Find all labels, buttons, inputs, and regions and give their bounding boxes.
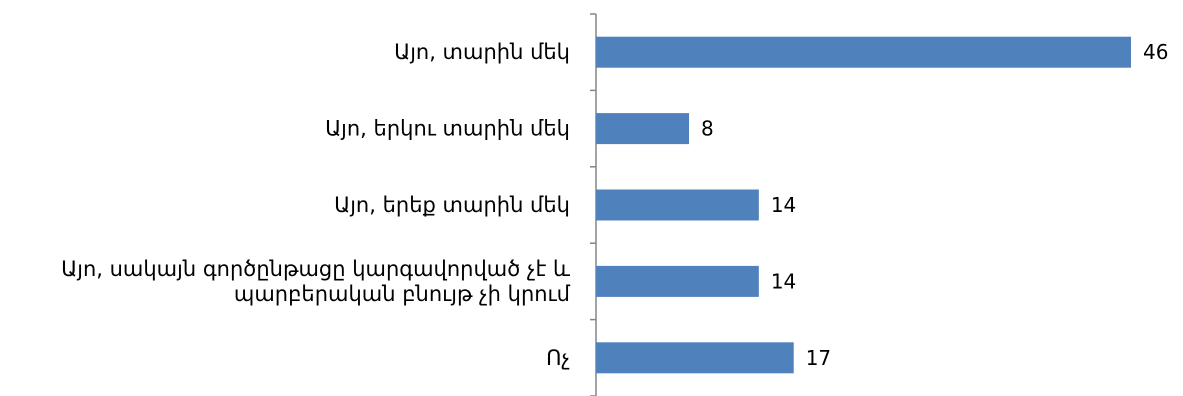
- data-label: 8: [701, 117, 714, 141]
- category-label: Այո, երեք տարին մեկ: [334, 193, 570, 217]
- bar: [596, 113, 690, 145]
- data-labels: 46 8 14 14 17: [701, 40, 1168, 370]
- category-label: Այո, տարին մեկ: [394, 40, 570, 64]
- bar: [596, 265, 759, 297]
- category-label: Այո, երկու տարին մեկ: [325, 117, 570, 141]
- data-label: 14: [771, 269, 796, 293]
- data-label: 17: [806, 346, 831, 370]
- data-label: 46: [1143, 40, 1168, 64]
- y-axis: [590, 13, 597, 396]
- bar: [596, 36, 1131, 68]
- bar: [596, 189, 759, 221]
- category-label: Ոչ: [546, 346, 570, 370]
- bars: [596, 36, 1131, 374]
- data-label: 14: [771, 193, 796, 217]
- bar: [596, 342, 794, 374]
- category-labels: Այո, տարին մեկ Այո, երկու տարին մեկ Այո, ե…: [61, 40, 571, 370]
